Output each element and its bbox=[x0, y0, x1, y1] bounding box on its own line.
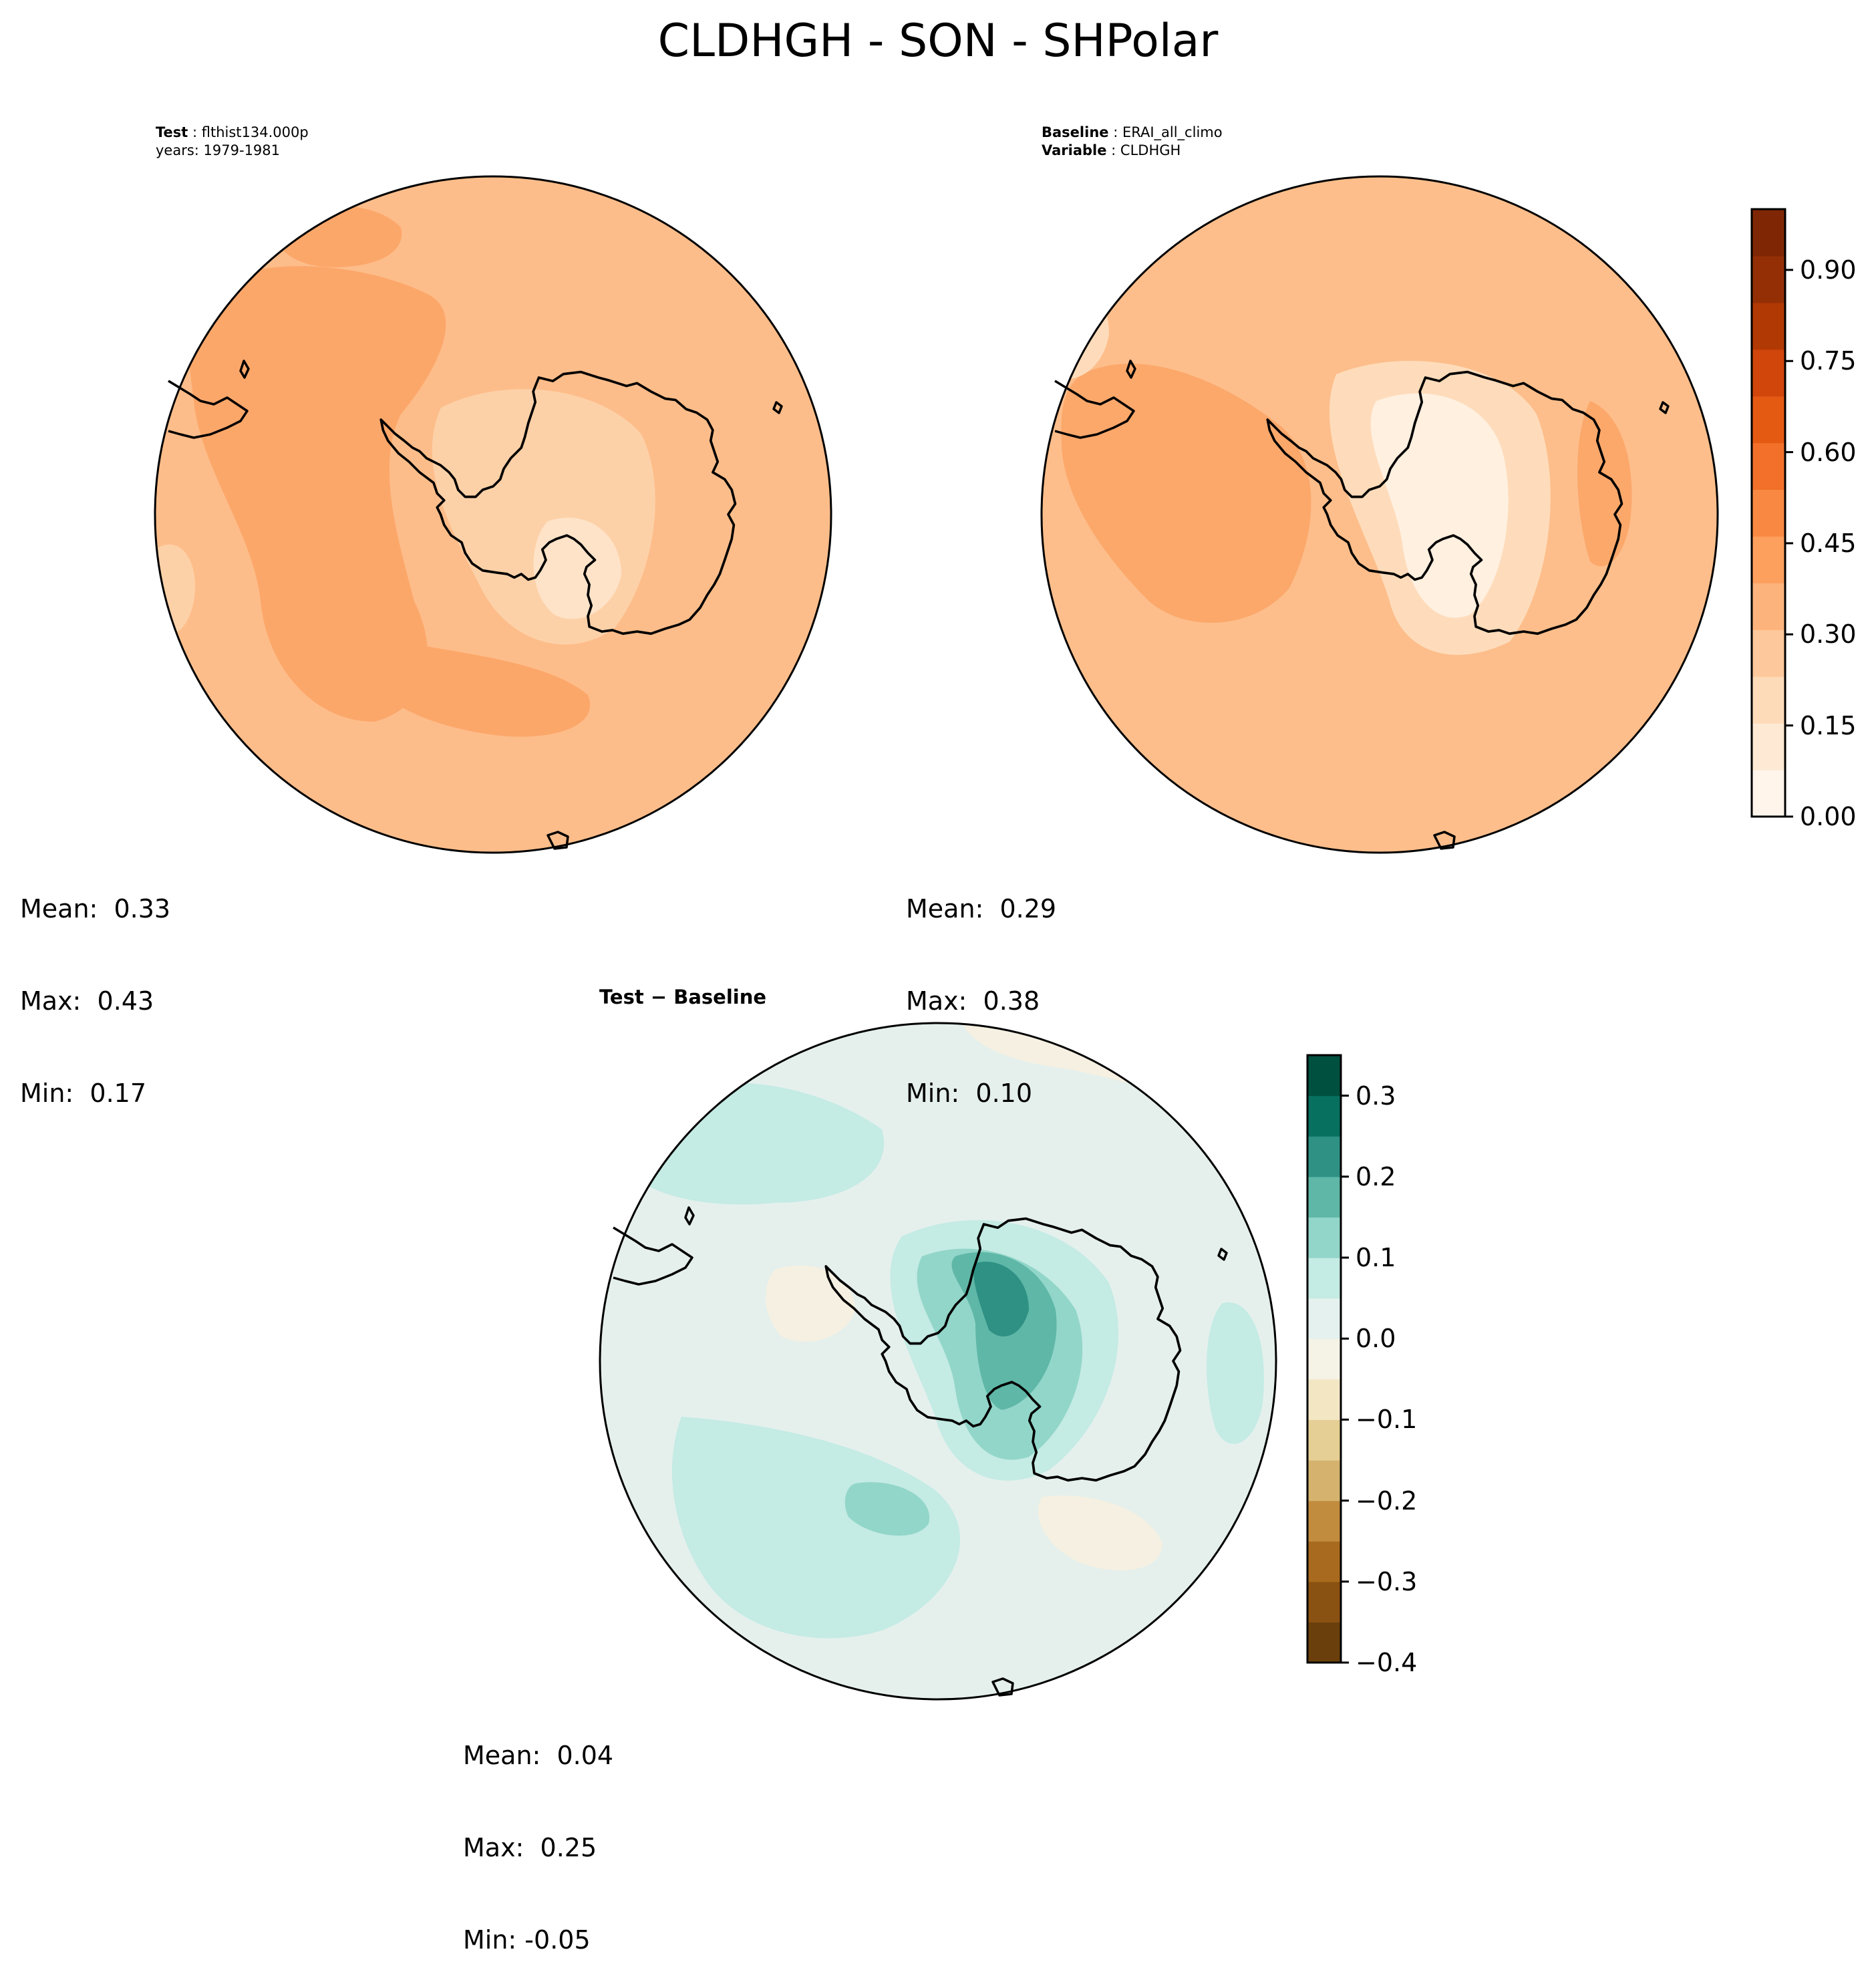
difference-min: Min: -0.05 bbox=[463, 1925, 591, 1955]
colorbar-difference-tick-label: 0.3 bbox=[1356, 1081, 1396, 1111]
colorbar-main-tick-label: 0.75 bbox=[1800, 346, 1857, 376]
colorbar-main-segment bbox=[1752, 349, 1785, 397]
colorbar-difference-segment bbox=[1307, 1136, 1341, 1177]
test-max: Max: 0.43 bbox=[20, 986, 154, 1016]
colorbar-difference-segment bbox=[1307, 1379, 1341, 1420]
coastline-test bbox=[168, 360, 783, 850]
test-map bbox=[155, 176, 831, 853]
baseline-mean: Mean: 0.29 bbox=[906, 894, 1057, 924]
colorbar-main bbox=[1750, 208, 1793, 818]
colorbar-difference-tick-label: 0.2 bbox=[1356, 1161, 1396, 1191]
difference-mean: Mean: 0.04 bbox=[463, 1741, 614, 1770]
colorbar-difference-tick-label: −0.2 bbox=[1356, 1485, 1418, 1516]
colorbar-difference-segment bbox=[1307, 1298, 1341, 1339]
colorbar-difference-segment bbox=[1307, 1622, 1341, 1663]
colorbar-main-segment bbox=[1752, 489, 1785, 537]
colorbar-main-segment bbox=[1752, 209, 1785, 257]
colorbar-main-segment bbox=[1752, 583, 1785, 630]
colorbar-difference-segment bbox=[1307, 1460, 1341, 1502]
figure-canvas bbox=[154, 175, 1793, 1701]
colorbar-difference-tick-label: 0.0 bbox=[1356, 1324, 1396, 1354]
colorbar-main-segment bbox=[1752, 302, 1785, 350]
colorbar-main-tick-label: 0.00 bbox=[1800, 802, 1857, 831]
test-header: Test : flthist134.000p years: 1979-1981 bbox=[156, 124, 309, 158]
test-label-value: flthist134.000p bbox=[201, 124, 309, 140]
baseline-label-value: ERAI_all_climo bbox=[1122, 124, 1223, 140]
colorbar-difference-segment bbox=[1307, 1217, 1341, 1258]
test-years: years: 1979-1981 bbox=[156, 142, 281, 158]
colorbar-difference-frame bbox=[1306, 1054, 1342, 1664]
baseline-variable-key: Variable bbox=[1042, 142, 1107, 158]
test-min: Min: 0.17 bbox=[20, 1079, 146, 1108]
difference-max: Max: 0.25 bbox=[463, 1833, 597, 1862]
difference-map bbox=[600, 1023, 1276, 1699]
colorbar-main-tick-label: 0.45 bbox=[1800, 528, 1857, 558]
colorbar-main-segment bbox=[1752, 629, 1785, 677]
coastline-baseline bbox=[1054, 360, 1670, 850]
baseline-header: Baseline : ERAI_all_climo Variable : CLD… bbox=[1042, 124, 1223, 158]
baseline-max: Max: 0.38 bbox=[906, 986, 1040, 1016]
colorbar-difference-segment bbox=[1307, 1419, 1341, 1461]
colorbar-difference-tick-label: −0.4 bbox=[1356, 1648, 1418, 1677]
difference-title: Test − Baseline bbox=[599, 986, 767, 1008]
test-mean: Mean: 0.33 bbox=[20, 894, 171, 924]
baseline-min: Min: 0.10 bbox=[906, 1079, 1032, 1108]
colorbar-difference-segment bbox=[1307, 1338, 1341, 1380]
colorbar-difference-segment bbox=[1307, 1095, 1341, 1137]
colorbar-difference-segment bbox=[1307, 1258, 1341, 1299]
colorbar-main-frame bbox=[1750, 208, 1786, 818]
difference-stats: Mean: 0.04 Max: 0.25 Min: -0.05 bbox=[463, 1679, 613, 1986]
baseline-variable-value: CLDHGH bbox=[1120, 142, 1181, 158]
colorbar-main-segment bbox=[1752, 676, 1785, 724]
colorbar-main-segment bbox=[1752, 255, 1785, 303]
colorbar-difference bbox=[1306, 1054, 1349, 1664]
colorbar-difference-segment bbox=[1307, 1581, 1341, 1622]
colorbar-main-segment bbox=[1752, 396, 1785, 444]
colorbar-difference-segment bbox=[1307, 1055, 1341, 1097]
baseline-map bbox=[1042, 176, 1718, 853]
colorbar-difference-segment bbox=[1307, 1176, 1341, 1218]
colorbar-main-segment bbox=[1752, 723, 1785, 770]
figure-title: CLDHGH - SON - SHPolar bbox=[657, 15, 1219, 67]
colorbar-main-segment bbox=[1752, 442, 1785, 490]
baseline-stats: Mean: 0.29 Max: 0.38 Min: 0.10 bbox=[906, 832, 1056, 1139]
colorbar-main-tick-label: 0.15 bbox=[1800, 710, 1857, 740]
colorbar-difference-segment bbox=[1307, 1541, 1341, 1582]
colorbar-difference-tick-label: −0.3 bbox=[1356, 1566, 1418, 1596]
colorbar-main-tick-label: 0.30 bbox=[1800, 619, 1857, 650]
test-stats: Mean: 0.33 Max: 0.43 Min: 0.17 bbox=[20, 832, 170, 1139]
colorbar-difference-segment bbox=[1307, 1500, 1341, 1542]
baseline-label-key: Baseline bbox=[1042, 124, 1109, 140]
colorbar-difference-tick-label: 0.1 bbox=[1356, 1243, 1396, 1272]
colorbar-main-tick-label: 0.90 bbox=[1800, 255, 1857, 285]
colorbar-main-tick-label: 0.60 bbox=[1800, 437, 1857, 467]
colorbar-difference-tick-label: −0.1 bbox=[1356, 1405, 1418, 1435]
test-label-key: Test bbox=[156, 124, 188, 140]
colorbar-main-segment bbox=[1752, 536, 1785, 583]
coastline-difference bbox=[613, 1206, 1228, 1697]
colorbar-main-segment bbox=[1752, 770, 1785, 817]
